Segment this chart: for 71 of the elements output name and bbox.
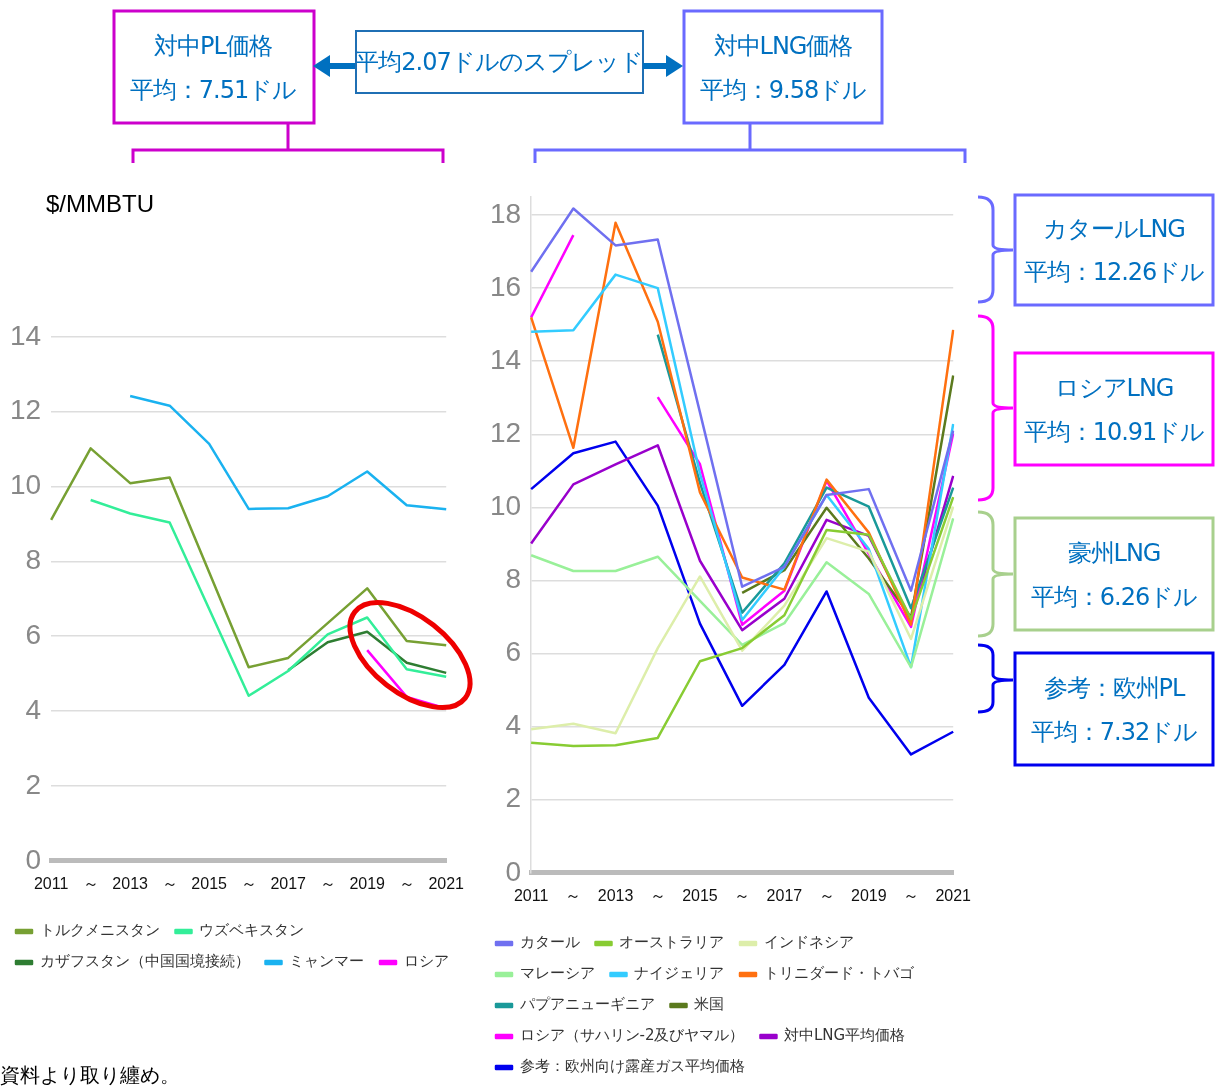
text: 参考：欧州PL	[1043, 673, 1185, 704]
legend-label: ナイジェリア	[634, 964, 724, 983]
y-tick-label: 16	[489, 270, 522, 302]
x-tick-label: ～	[319, 874, 336, 892]
text: 平均：7.32ドル	[1030, 717, 1198, 748]
y-tick-label: 8	[25, 544, 42, 576]
y-tick-label: 10	[9, 469, 42, 501]
text: 対中LNG価格	[713, 31, 853, 62]
legend-label: ロシア（サハリン-2及びヤマル）	[519, 1026, 745, 1045]
legend-label: 対中LNG平均価格	[783, 1026, 906, 1045]
y-tick-label: 6	[505, 636, 522, 668]
x-tick-label: 2019	[850, 886, 887, 904]
legend-label: ウズベキスタン	[199, 921, 304, 940]
legend-label: トリニダード・トバゴ	[763, 964, 915, 983]
legend-label: カザフスタン（中国国境接続）	[39, 952, 250, 971]
y-tick-label: 12	[9, 394, 42, 426]
text: 対中PL価格	[154, 31, 272, 62]
x-tick-label: ～	[565, 886, 582, 904]
y-tick-label: 4	[25, 693, 42, 725]
legend-label: カタール	[519, 933, 580, 952]
y-tick-label: 10	[489, 490, 522, 522]
legend-label: 米国	[694, 995, 724, 1014]
y-tick-label: 6	[25, 618, 42, 650]
text: 平均：9.58ドル	[699, 75, 867, 106]
x-tick-label: ～	[818, 886, 835, 904]
x-tick-label: 2017	[270, 874, 307, 892]
y-tick-label: 0	[505, 855, 522, 887]
legend-label: インドネシア	[763, 933, 854, 952]
x-tick-label: 2013	[112, 874, 149, 892]
x-tick-label: ～	[903, 886, 919, 904]
x-tick-label: 2011	[33, 874, 69, 892]
y-tick-label: 8	[505, 563, 522, 595]
legend-label: ロシア	[403, 952, 449, 971]
x-tick-label: ～	[161, 874, 178, 892]
text: 平均：7.51ドル	[129, 75, 297, 106]
y-tick-label: 2	[25, 768, 42, 800]
x-tick-label: ～	[82, 874, 99, 892]
legend-label: オーストラリア	[619, 933, 724, 952]
y-tick-label: 12	[489, 417, 522, 449]
legend-label: ミャンマー	[289, 952, 364, 971]
legend-label: トルクメニスタン	[39, 921, 160, 940]
legend-label: マレーシア	[519, 964, 595, 983]
x-tick-label: 2015	[682, 886, 718, 904]
y-tick-label: 2	[505, 782, 522, 814]
x-tick-label: 2013	[597, 886, 634, 904]
text: カタールLNG	[1043, 214, 1185, 245]
text: ロシアLNG	[1054, 373, 1174, 404]
x-tick-label: ～	[649, 886, 666, 904]
x-tick-label: 2021	[428, 874, 465, 892]
y-tick-label: 14	[9, 319, 42, 351]
x-tick-label: 2017	[766, 886, 803, 904]
x-tick-label: 2015	[191, 874, 228, 892]
text: 平均：10.91ドル	[1023, 417, 1205, 448]
x-tick-label: ～	[240, 874, 257, 892]
x-tick-label: 2011	[513, 886, 549, 904]
x-tick-label: ～	[734, 886, 751, 904]
text: 平均：12.26ドル	[1023, 257, 1205, 288]
y-axis-title: $/MMBTU	[46, 190, 154, 218]
legend-label: 参考：欧州向け露産ガス平均価格	[519, 1057, 745, 1076]
text: 平均：6.26ドル	[1030, 582, 1198, 613]
y-tick-label: 4	[505, 709, 522, 741]
x-tick-label: 2021	[935, 886, 972, 904]
y-tick-label: 0	[25, 843, 42, 875]
y-tick-label: 14	[489, 343, 522, 375]
text: 資料より取り纏め。	[0, 1062, 180, 1088]
text: 豪州LNG	[1067, 538, 1161, 569]
text: 平均2.07ドルのスプレッド	[355, 47, 643, 78]
x-tick-label: 2019	[349, 874, 386, 892]
x-tick-label: ～	[398, 874, 415, 892]
y-tick-label: 18	[489, 197, 522, 229]
legend-label: パプアニューギニア	[518, 995, 655, 1014]
